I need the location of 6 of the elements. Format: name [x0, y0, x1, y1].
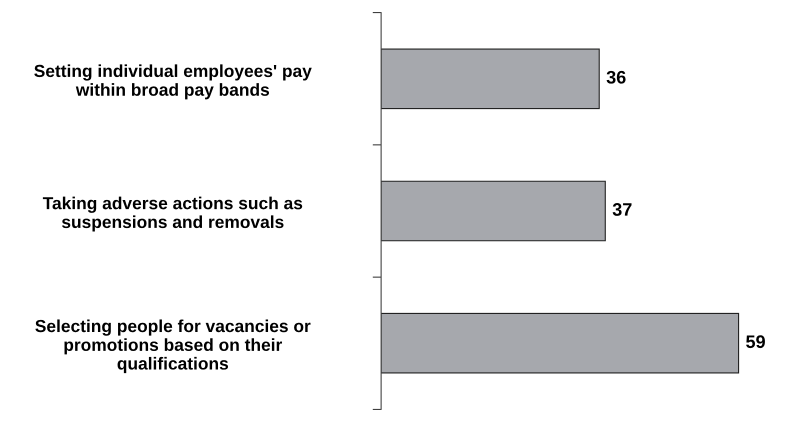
y-tick-label: Setting individual employees' pay within broad pay bands: [34, 64, 312, 100]
y-tick-label: Selecting people for vacancies or promotions based on their qualifications: [35, 319, 311, 374]
data-label: 36: [606, 70, 626, 84]
data-label: 37: [612, 203, 632, 216]
data-label: 59: [746, 335, 765, 348]
y-tick-label: Taking adverse actions such as suspensions and removals: [42, 196, 302, 232]
